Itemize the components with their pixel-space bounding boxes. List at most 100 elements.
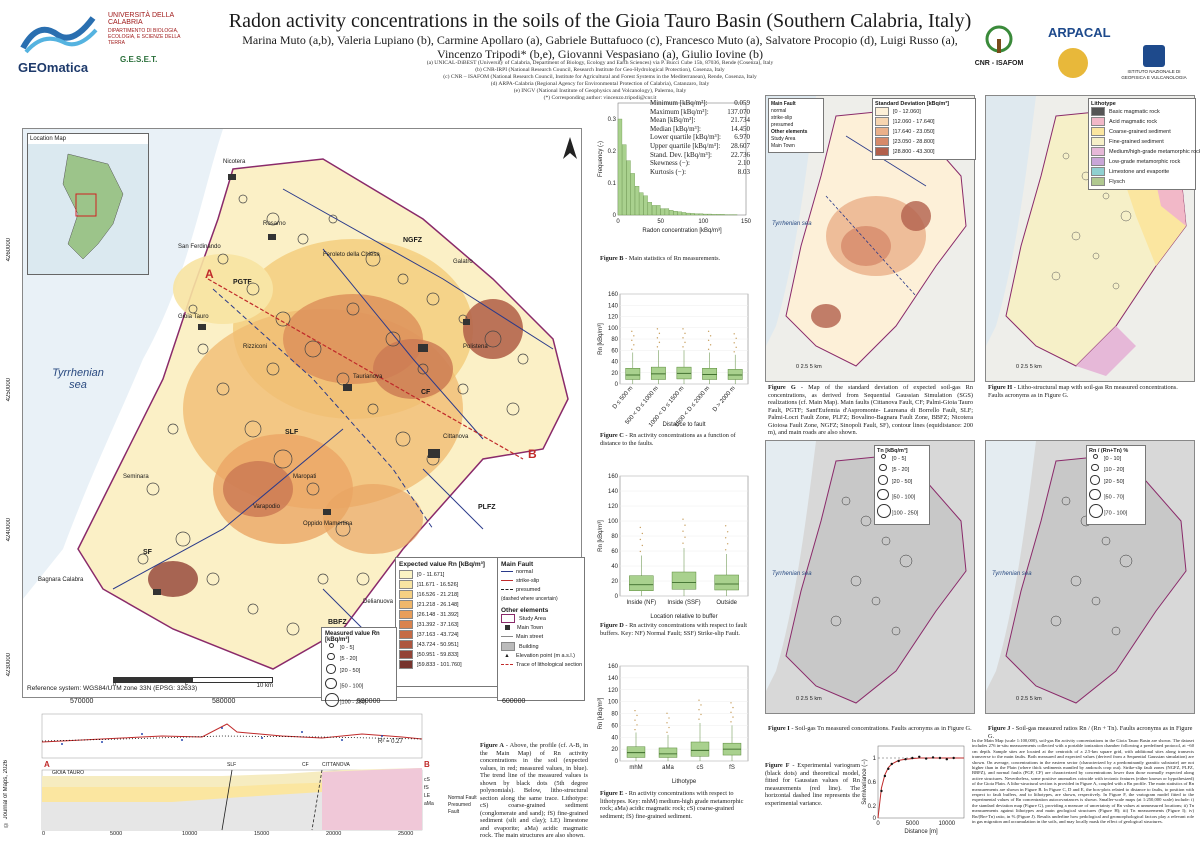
legend-expected-label: ]21.218 - 26.148] [417,601,459,608]
variogram-x-label: Distance [m] [904,829,938,835]
main-map-svg [23,129,569,670]
fig-a-litho-fs: fS [424,785,429,791]
legend-expected-swatch [399,639,413,649]
fig-a-r2: R² = 0.27 [378,739,403,745]
fig-b-stats: Minimum [kBq/m³]: 0.059 Maximum [kBq/m³]: 1… [650,99,750,176]
boxplot-lithotype-box [690,741,710,757]
boxplot-distance-outlier [707,348,710,351]
legend-measured-circle-icon [325,652,337,664]
histogram-bar [626,160,631,216]
histogram-bar [711,214,716,216]
stat-value: 2.10 [737,159,750,168]
legend-main-town: Main Town [501,624,581,633]
fig-g-legend-row-0: [0 - 12.060] [875,107,973,117]
boxplot-lithotype-outlier [666,731,668,733]
fig-h-legend-label: Low-grade metamorphic rock [1109,158,1181,165]
boxplot-distance-outlier [709,344,712,346]
boxplot-lithotype-box [658,747,678,758]
fig-j-legend-circle-icon [1089,454,1101,463]
boxplot-buffer-box [671,571,697,590]
boxplot-distance-outlier [733,333,735,335]
variogram-point [911,756,914,760]
boxplot-lithotype-outlier [730,702,732,704]
variogram-point [904,758,907,761]
fig-b-caption: Figure B - Main statistics of Rn measure… [600,255,750,263]
figure-c: 0 20 40 60 80 100 120 140 160 D ≤ 500 m 500 < D ≤ … [594,288,754,428]
variogram-x-tick: 10000 [938,821,955,827]
variogram-point [890,762,893,766]
histogram-y-tick: 0.2 [608,149,617,155]
histogram-y-tick: 0.1 [608,181,617,187]
histogram-x-tick: 0 [616,219,620,225]
fig-g-fault-presumed: presumed [771,122,794,128]
histogram-bar [673,211,678,216]
stat-row: Median [kBq/m³]: 14.450 [650,125,750,134]
histogram-y-label: Frequency (-) [598,141,604,177]
expected-value-surface [148,239,523,597]
legend-measured: Measured value Rn [kBq/m³] ]0 - 5]]5 - 2… [321,627,397,707]
fig-a-cf: CF [302,762,309,768]
town-label-terranova: Maropati [293,474,317,480]
fig-a-caption-title: Figure A [480,742,504,749]
stat-value: 137.070 [727,107,750,116]
boxplot-buffer-x-label: Location relative to buffer [650,614,717,620]
fig-f-caption-text: - Experimental variogram (black dots) an… [765,762,860,807]
fig-j-legend-label: ]20 - 50] [1104,479,1125,486]
fig-c-caption-title: Figure C [600,432,624,439]
boxplot-buffer-y-tick: 160 [608,474,619,480]
legend-expected-row-8: ]50.951 - 59.833] [399,649,495,660]
dibest-name: DIPARTIMENTO DI BIOLOGIA, ECOLOGIA, E SC… [108,28,181,46]
boxplot-distance-y-tick: 20 [611,371,618,377]
copyright: © Journal of Maps, 2026 [3,760,9,828]
variogram-y-tick: 0.6 [868,780,877,786]
legend-expected-row-1: ]11.671 - 16.526] [399,579,495,590]
boxplot-distance-x-tick: D ≤ 500 m [612,385,634,410]
stat-row: Stand. Dev. [kBq/m³]: 22.736 [650,151,750,160]
legend-expected-swatch [399,629,413,639]
variogram-x-tick: 0 [876,821,880,827]
legend-expected-swatch [399,579,413,589]
y-tick-4230000: 4230000 [6,653,12,677]
legend-fault-strike: strike-slip [501,577,581,586]
fig-h-legend-row-2: Coarse-grained sediment [1091,126,1193,137]
boxplot-distance-box [650,366,666,380]
cnr-isafom-logo: CNR - ISAFOM [968,25,1030,67]
fig-a-gioia: GIOIA TAURO [52,770,85,776]
fig-h-legend-swatch [1091,176,1105,186]
histogram-bar [690,213,695,216]
fig-h-legend-row-6: Limestone and evaporite [1091,166,1193,177]
legend-section-trace: Trace of lithological section [501,661,582,670]
legend-expected-swatch [399,659,413,669]
figure-f: 0 5000 10000 0 0.2 0.6 1 Distance [m] Semivarian… [860,740,970,840]
boxplot-lithotype-y-tick: 40 [611,735,618,741]
boxplot-lithotype-outlier [700,713,702,716]
boxplot-lithotype-outlier [636,724,638,726]
boxplot-lithotype-outlier [634,709,636,712]
stat-value: 22.736 [730,150,750,159]
fig-c-caption: Figure C - Rn activity concentrations as… [600,432,750,447]
boxplot-buffer-y-tick: 20 [611,579,618,585]
boxplot-buffer-y-label: Rn [kBq/m³] [598,520,604,552]
boxplot-buffer-outlier [724,525,727,527]
legend-main-street: Main street [501,633,581,642]
legend-fault-title: Main Fault [501,561,534,568]
boxplot-buffer-outlier [726,531,729,533]
town-label-taurianova: Taurianova [353,374,383,380]
legend-measured-row-1: ]5 - 20] [325,652,393,664]
fig-g-scale: 0 2.5 5 km [796,364,822,370]
boxplot-lithotype-outlier [666,722,668,724]
fig-g-sea: Tyrrhenian sea [772,221,812,227]
stat-key: Minimum [kBq/m³]: [650,99,708,107]
figure-g: Standard Deviation [kBq/m³] [0 - 12.060]… [765,95,976,382]
fig-i-legend-label: ]50 - 100] [892,493,916,500]
fig-h-legend-label: Fine-grained sediment [1109,138,1164,145]
y-tick-4240000: 4240000 [6,518,12,542]
boxplot-buffer-y-tick: 80 [611,534,618,540]
page-title: Radon activity concentrations in the soi… [228,10,972,32]
legend-measured-title: Measured value Rn [kBq/m³] [325,631,380,643]
boxplot-lithotype-outlier [634,728,636,731]
legend-expected-rows: [0 - 11.671]]11.671 - 16.526]]16.526 - 2… [399,570,495,670]
histogram-bar [643,195,648,216]
boxplot-distance-outlier [684,341,686,344]
stat-row: Minimum [kBq/m³]: 0.059 [650,99,750,108]
